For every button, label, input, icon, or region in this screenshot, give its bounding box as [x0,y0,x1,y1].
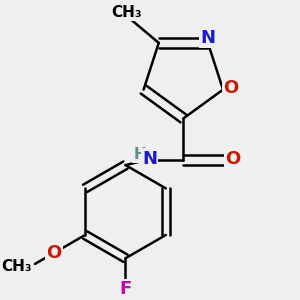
Text: O: O [46,244,62,262]
Text: O: O [226,150,241,168]
Text: H: H [134,147,146,162]
Text: O: O [224,79,239,97]
Text: N: N [200,29,215,47]
Text: CH₃: CH₃ [1,259,32,274]
Text: CH₃: CH₃ [112,5,142,20]
Text: N: N [142,150,157,168]
Text: F: F [119,280,132,298]
